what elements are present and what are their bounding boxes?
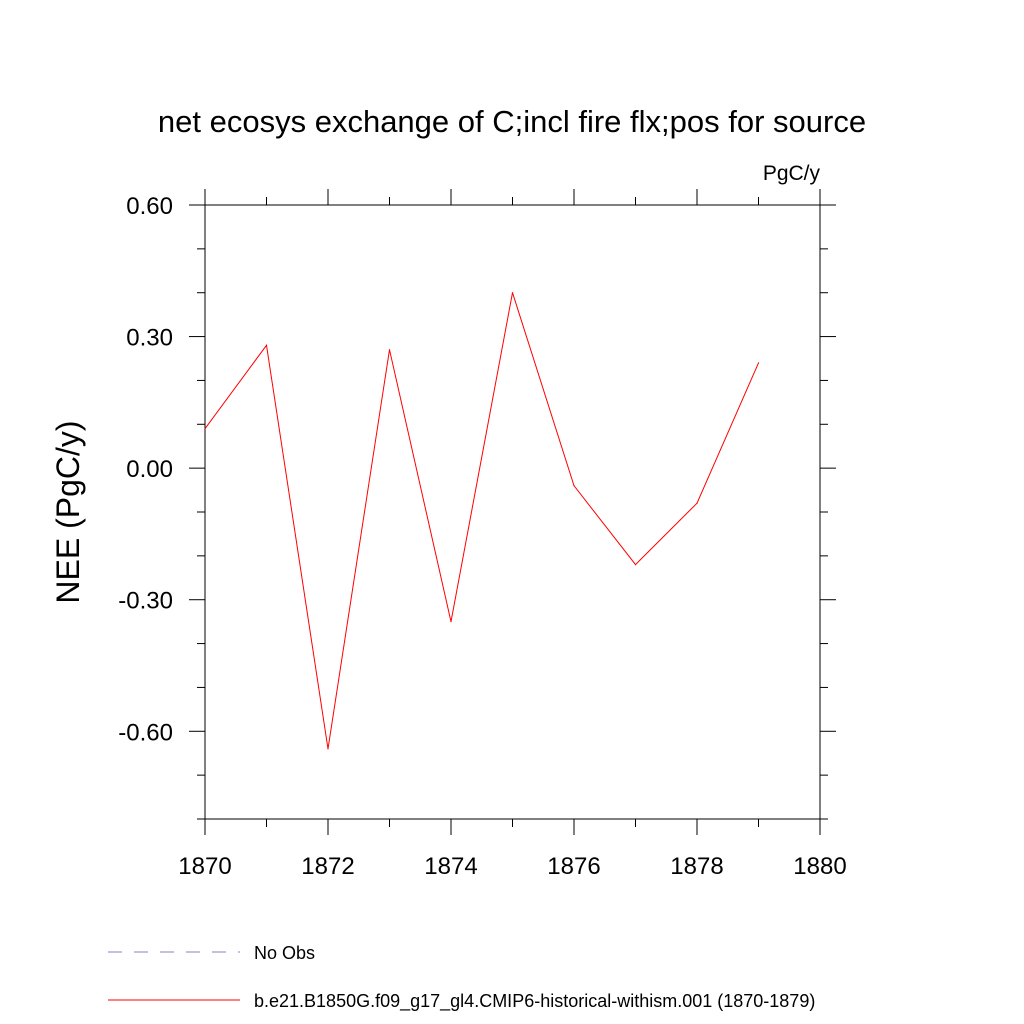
y-tick-label: -0.60	[118, 719, 173, 746]
legend-label: b.e21.B1850G.f09_g17_gl4.CMIP6-historica…	[254, 991, 815, 1012]
y-tick-label: -0.30	[118, 588, 173, 615]
axis-tick-labels: 1870 1872 1874 1876 1878 1880 0.60 0.30 0.00 -0.3…	[118, 193, 846, 880]
legend-label: No Obs	[254, 943, 315, 963]
x-tick-label: 1878	[670, 853, 723, 880]
series-point	[696, 502, 698, 504]
series-line	[204, 292, 759, 749]
x-tick-label: 1880	[793, 853, 846, 880]
chart-title: net ecosys exchange of C;incl fire flx;p…	[158, 104, 866, 139]
series-point	[757, 362, 760, 364]
axis-ticks	[189, 189, 836, 835]
series-point	[265, 344, 268, 346]
units-label: PgC/y	[763, 162, 821, 185]
series-point	[388, 349, 391, 351]
x-tick-label: 1870	[178, 853, 231, 880]
x-tick-label: 1876	[547, 853, 600, 880]
y-tick-label: 0.30	[126, 325, 173, 352]
series-point	[450, 621, 452, 623]
x-tick-label: 1872	[301, 853, 354, 880]
y-axis-label: NEE (PgC/y)	[50, 420, 86, 603]
x-tick-label: 1874	[424, 853, 477, 880]
y-tick-label: 0.60	[126, 193, 173, 220]
plot-frame	[204, 204, 821, 820]
series-layer	[204, 292, 760, 750]
series-point	[573, 485, 575, 487]
y-tick-label: 0.00	[126, 456, 173, 483]
series-point	[634, 564, 637, 566]
series-point	[204, 428, 206, 430]
series-point	[327, 748, 329, 750]
legend: No Obs b.e21.B1850G.f09_g17_gl4.CMIP6-his…	[108, 943, 815, 1012]
series-point	[511, 292, 514, 294]
